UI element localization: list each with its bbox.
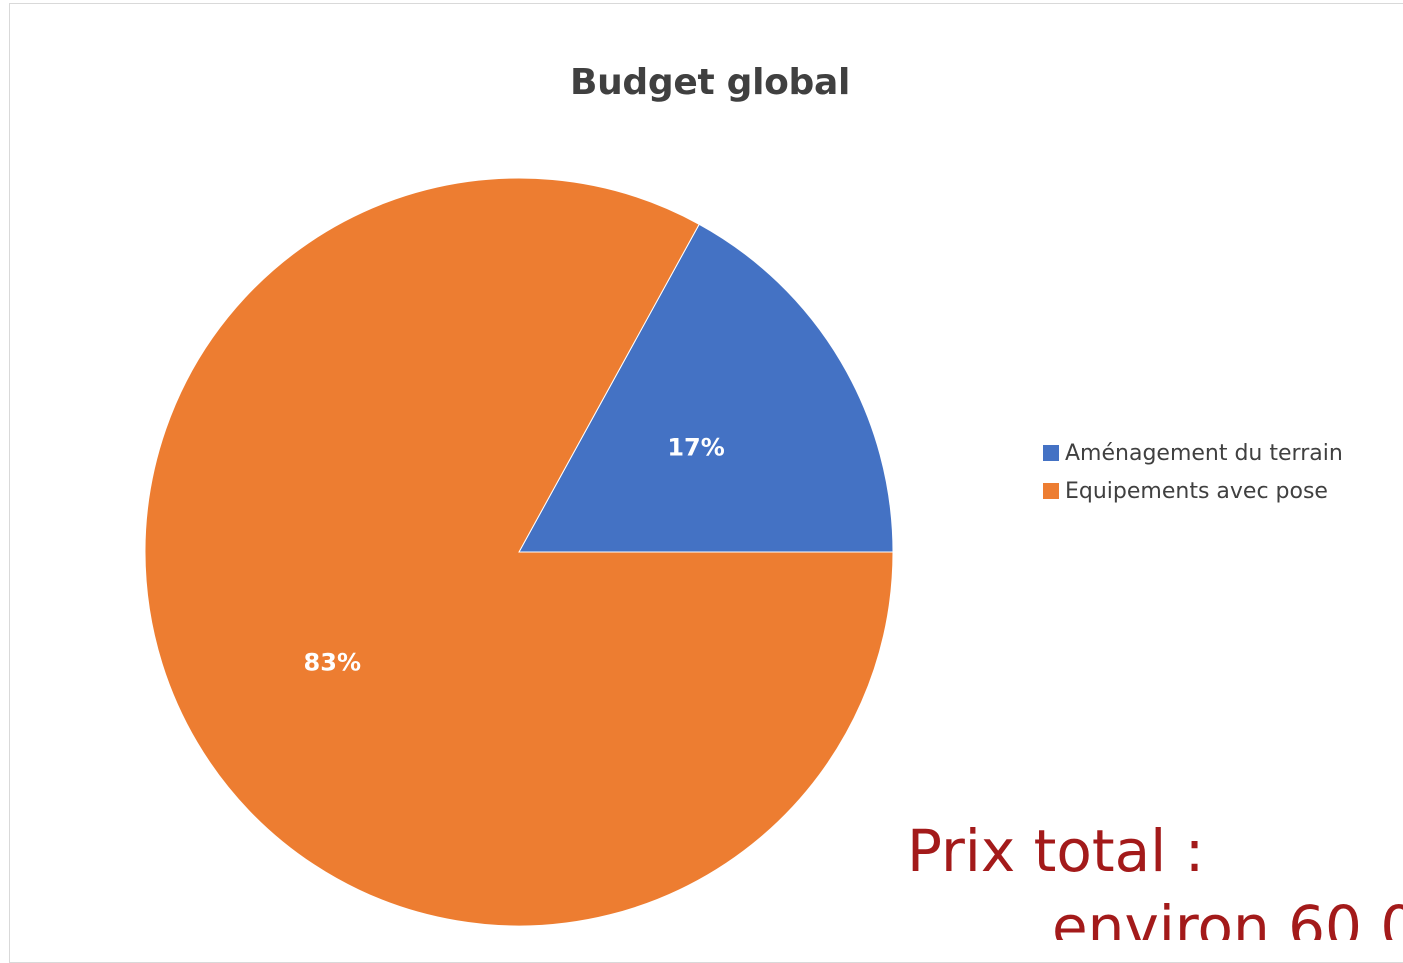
pie-slice-equipements [144,177,894,927]
pie-label-amenagement: 17% [667,433,724,461]
price-annotation: Prix total : environ 60 00 [907,818,1403,940]
pie-label-equipements: 83% [304,648,361,676]
pie-chart: 17% 83% [144,177,894,927]
price-label: Prix total : [907,818,1205,885]
legend-label-amenagement: Aménagement du terrain [1065,440,1343,466]
price-value: environ 60 00 [1052,893,1403,940]
legend-swatch-equipements [1043,483,1059,499]
legend-item-equipements: Equipements avec pose [1043,472,1343,510]
chart-title: Budget global [569,62,851,103]
pie-slice-amenagement [518,223,894,553]
legend: Aménagement du terrain Equipements avec … [1043,434,1343,510]
legend-item-amenagement: Aménagement du terrain [1043,434,1343,472]
legend-swatch-amenagement [1043,445,1059,461]
legend-label-equipements: Equipements avec pose [1065,478,1328,504]
